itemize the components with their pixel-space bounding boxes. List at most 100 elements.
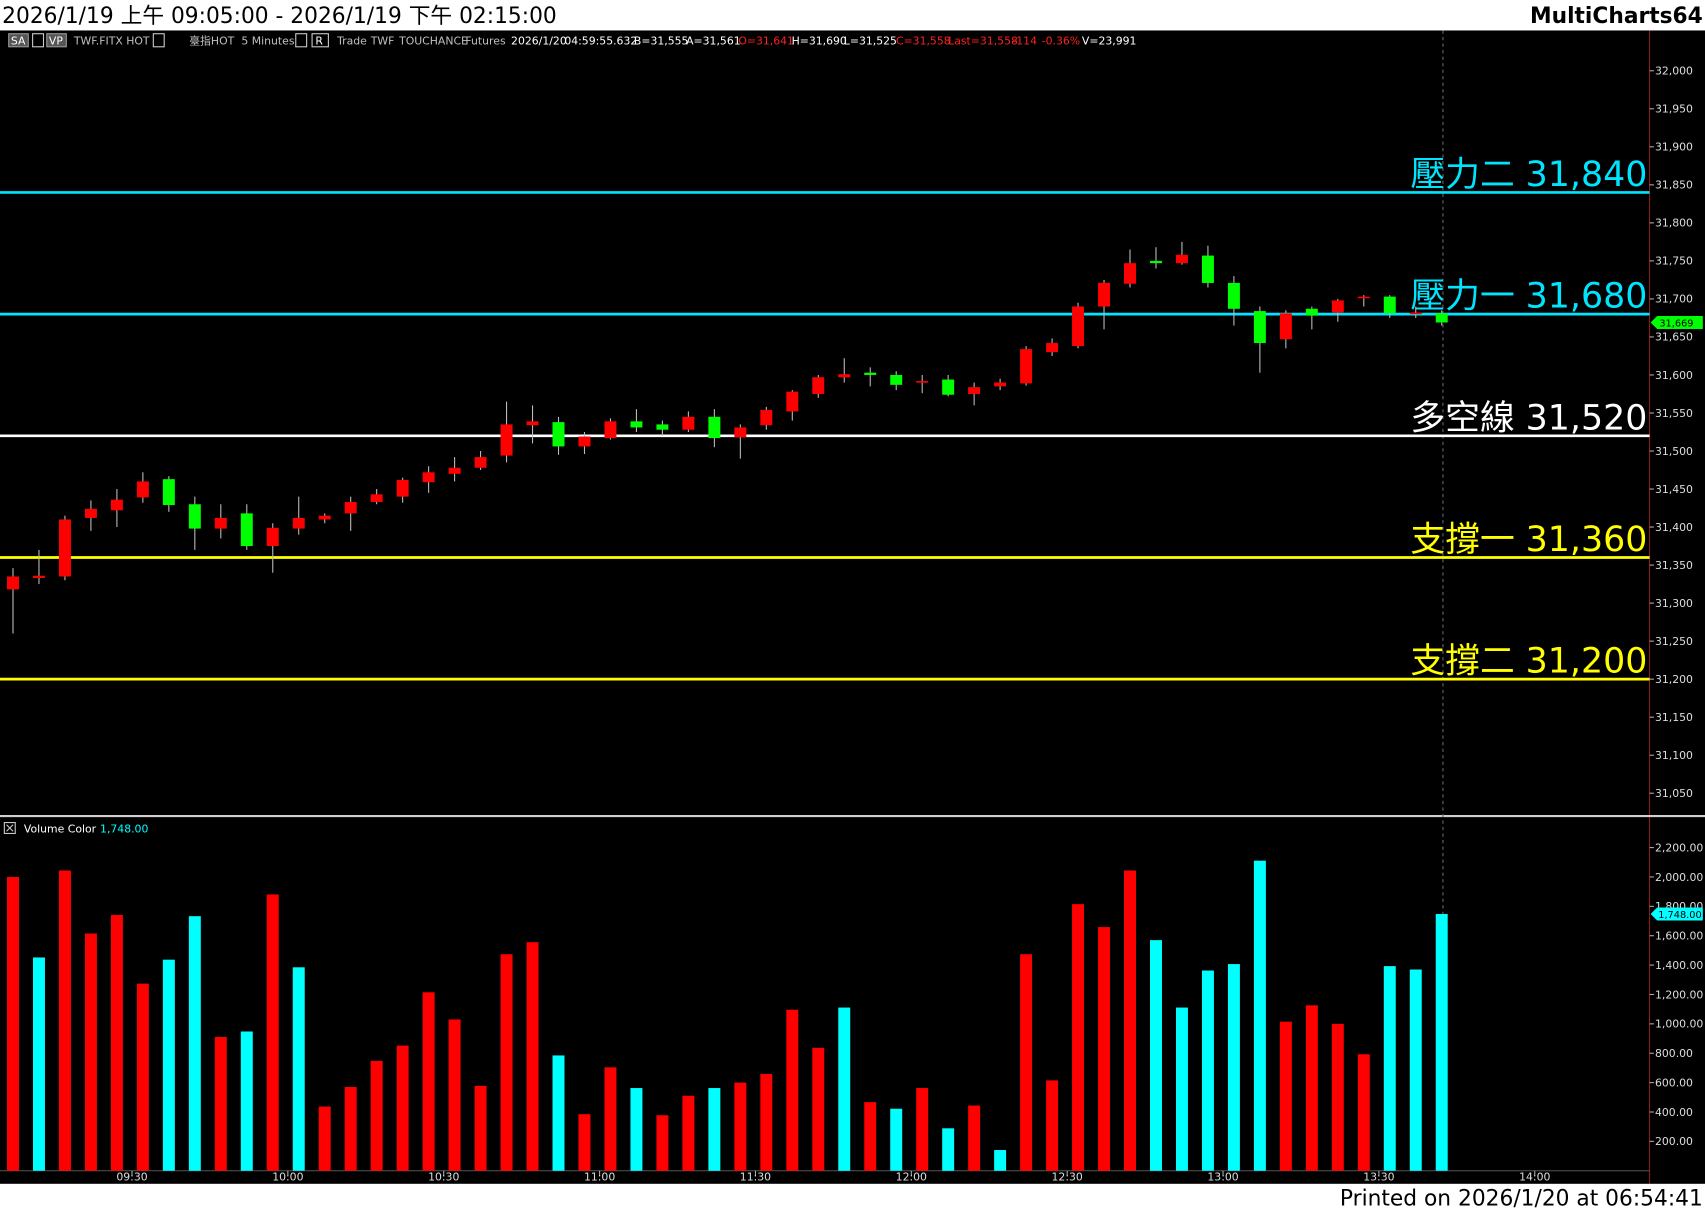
y-tick-label: 200.00	[1655, 1135, 1693, 1148]
level-value: 31,840	[1526, 155, 1648, 195]
footer: Printed on 2026/1/20 at 06:54:41	[1340, 1187, 1703, 1211]
candle-body	[1383, 296, 1396, 314]
toolbar-text: Futures	[465, 35, 506, 48]
level-value: 31,360	[1526, 520, 1648, 560]
candle-body	[864, 372, 877, 375]
x-tick-label: 13:00	[1207, 1171, 1238, 1184]
volume-bar	[162, 959, 175, 1171]
volume-bar	[1072, 904, 1085, 1171]
y-tick-label: 2,000.00	[1655, 871, 1703, 884]
volume-bar	[1227, 964, 1240, 1171]
toolbar-button[interactable]	[311, 33, 329, 48]
volume-bar	[812, 1047, 825, 1171]
volume-bar	[942, 1128, 955, 1171]
toolbar-text: V=23,991	[1082, 35, 1137, 48]
y-tick-label: 1,200.00	[1655, 988, 1703, 1001]
y-tick-label: 31,150	[1655, 711, 1693, 724]
volume-bar	[734, 1082, 747, 1171]
y-tick-label: 2,200.00	[1655, 841, 1703, 854]
candle-body	[318, 515, 331, 520]
dropdown[interactable]	[32, 33, 45, 48]
date-range: 2026/1/19 上午 09:05:00 - 2026/1/19 下午 02:…	[2, 4, 557, 29]
candle-body	[370, 494, 383, 502]
y-tick-label: 32,000	[1655, 65, 1693, 78]
volume-title: Volume Color	[24, 822, 97, 835]
volume-bar	[890, 1108, 903, 1171]
dropdown[interactable]	[152, 33, 165, 48]
toolbar-text: 5 Minutes	[241, 35, 294, 48]
candle-body	[812, 377, 825, 394]
volume-bar	[994, 1150, 1007, 1171]
candle-body	[786, 391, 799, 412]
volume-bar	[344, 1087, 357, 1171]
close-icon	[6, 824, 14, 832]
x-tick-label: 14:00	[1519, 1171, 1550, 1184]
y-tick-label: 31,850	[1655, 179, 1693, 192]
app-name: MultiCharts64	[1530, 4, 1703, 29]
volume-bar	[656, 1115, 669, 1171]
volume-bar	[422, 992, 435, 1171]
y-tick-label: 31,800	[1655, 217, 1693, 230]
toolbar-text: H=31,690	[792, 35, 847, 48]
last-volume-marker	[1650, 907, 1703, 921]
last-price-marker	[1650, 315, 1703, 330]
candle-body	[968, 387, 981, 394]
volume-bar	[266, 894, 279, 1171]
volume-bar	[682, 1095, 695, 1171]
toolbar-text: O=31,641	[738, 35, 794, 48]
level-label: 壓力二 31,840	[1410, 155, 1647, 195]
volume-bar	[838, 1007, 851, 1171]
dropdown[interactable]	[295, 33, 308, 48]
volume-bar	[864, 1102, 877, 1171]
candle-body	[396, 479, 409, 497]
toolbar-text: SA	[11, 35, 26, 48]
y-tick-label: 400.00	[1655, 1106, 1693, 1119]
volume-bar	[1383, 966, 1396, 1171]
x-tick-label: 12:30	[1052, 1171, 1083, 1184]
toolbar-button[interactable]	[46, 33, 67, 48]
volume-bar	[1279, 1021, 1292, 1171]
candle-body	[240, 513, 253, 547]
candle-body	[7, 576, 19, 590]
candle-body	[448, 467, 461, 474]
candle-body	[916, 381, 929, 383]
x-tick-label: 09:30	[116, 1171, 147, 1184]
y-tick-label: 800.00	[1655, 1047, 1693, 1060]
volume-bar	[136, 983, 149, 1171]
candle-body	[760, 409, 773, 426]
level-name: 支撐二	[1410, 642, 1514, 682]
level-label: 支撐一 31,360	[1410, 520, 1647, 560]
level-label: 支撐二 31,200	[1410, 642, 1647, 682]
candle-body	[84, 508, 97, 518]
candle-body	[1279, 313, 1292, 340]
toolbar-text: 2026/1/20	[511, 35, 567, 48]
candle-body	[890, 374, 903, 385]
volume-bar	[1201, 970, 1214, 1171]
x-tick-label: 12:00	[896, 1171, 927, 1184]
candle-body	[32, 575, 45, 579]
toolbar-button[interactable]	[8, 33, 29, 48]
volume-bar	[396, 1045, 409, 1171]
candle-body	[682, 416, 695, 430]
candle-body	[474, 457, 487, 468]
y-tick-label: 31,400	[1655, 521, 1693, 534]
volume-bar	[84, 933, 97, 1171]
volume-bar	[630, 1088, 643, 1171]
y-tick-label: 31,950	[1655, 103, 1693, 116]
y-tick-label: 31,900	[1655, 141, 1693, 154]
close-box[interactable]	[3, 822, 16, 834]
y-tick-label: 31,050	[1655, 787, 1693, 800]
toolbar-text: Last=31,558	[948, 35, 1018, 48]
toolbar-text: R	[315, 35, 323, 48]
toolbar-text: B=31,555	[634, 35, 689, 48]
y-tick-label: 1,600.00	[1655, 930, 1703, 943]
candle-body	[1409, 312, 1422, 315]
level-value: 31,680	[1526, 277, 1648, 317]
candle-body	[1227, 282, 1240, 309]
volume-bar	[500, 954, 513, 1171]
y-tick-label: 1,000.00	[1655, 1018, 1703, 1031]
volume-bar	[1149, 940, 1162, 1171]
candle-body	[708, 416, 721, 439]
toolbar-text: L=31,525	[844, 35, 897, 48]
